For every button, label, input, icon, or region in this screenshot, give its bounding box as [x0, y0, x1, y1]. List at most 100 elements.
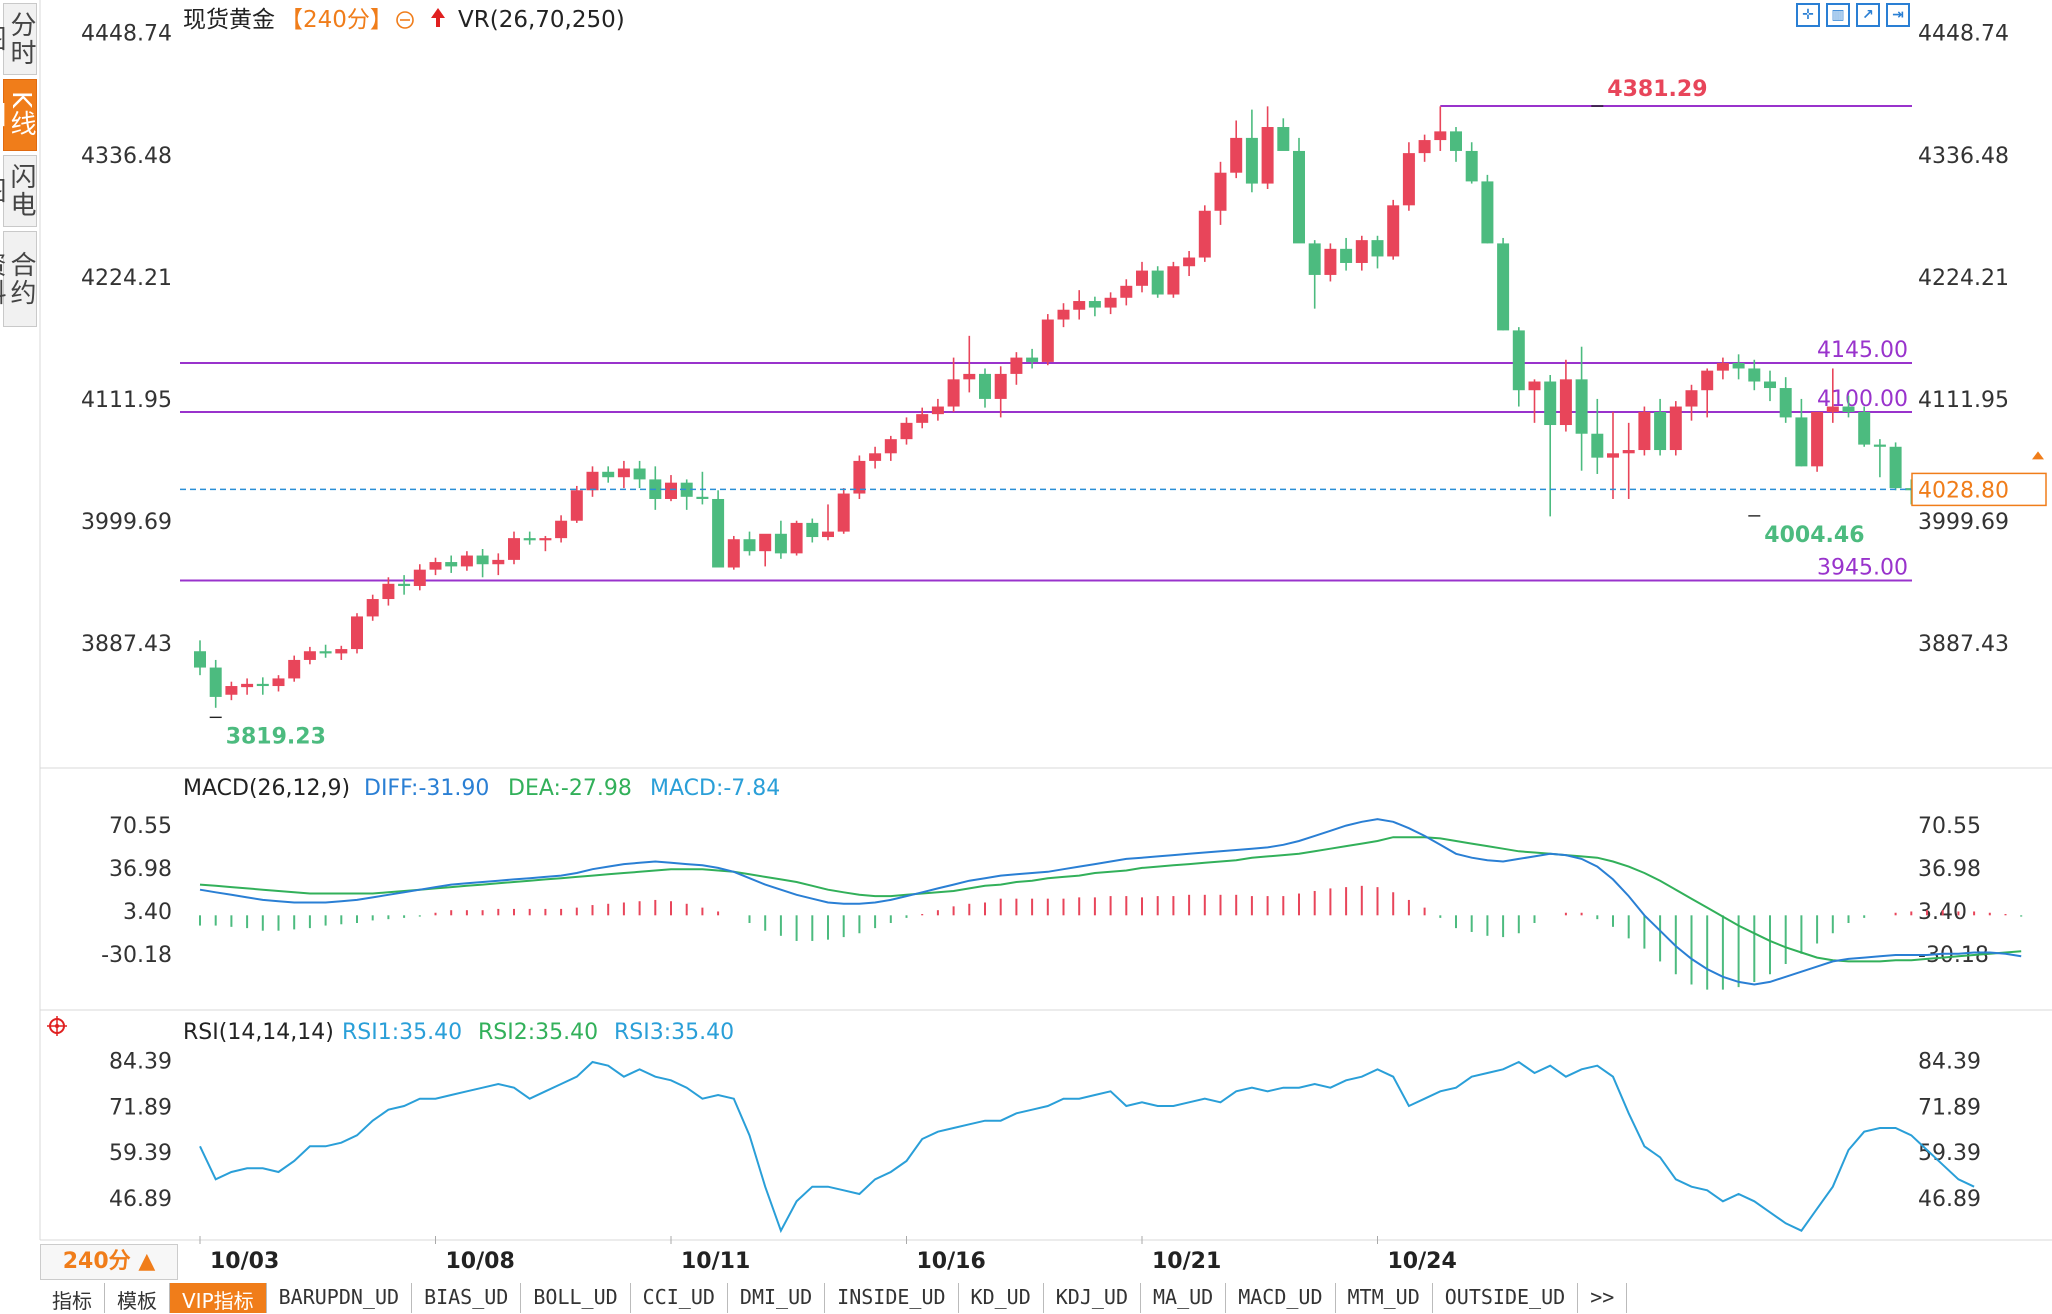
candle-body	[994, 373, 1007, 399]
candle-body	[429, 562, 442, 570]
price-axis-right-tick: 4111.95	[1918, 388, 2009, 413]
candle-body	[1748, 368, 1761, 382]
macd-diff-label: DIFF:-31.90	[364, 776, 489, 801]
tab-ma[interactable]: MA_UD	[1141, 1283, 1227, 1313]
macd-value-label: MACD:-7.84	[650, 776, 780, 801]
x-axis-date-label: 10/24	[1388, 1249, 1457, 1274]
macd-dea-line	[199, 836, 2022, 963]
candle-body	[869, 453, 882, 461]
candle-body	[712, 498, 725, 568]
tab-kline[interactable]: K线图	[0, 79, 37, 151]
candle-body	[1795, 417, 1808, 467]
tab-bias[interactable]: BIAS_UD	[412, 1283, 522, 1313]
candle-body	[1120, 285, 1133, 298]
crosshair-icon[interactable]: ✛	[1796, 3, 1820, 27]
candle-body	[1544, 381, 1557, 426]
chart-toolbar: ✛ ▥ ↗ ⇥	[1796, 3, 1910, 27]
candle-body	[492, 559, 505, 565]
rsi-axis-left-tick: 59.39	[109, 1141, 172, 1166]
candle-body	[963, 373, 976, 380]
candle-body	[1779, 388, 1792, 418]
tab-flash[interactable]: 闪电图	[0, 155, 37, 227]
candle-body	[1858, 411, 1871, 445]
extreme-label: 3819.23	[226, 724, 326, 749]
tab-more[interactable]: >>	[1578, 1283, 1628, 1313]
candle-body	[1418, 140, 1431, 154]
add-indicator-icon[interactable]	[396, 11, 414, 29]
candle-body	[351, 616, 363, 650]
candle-body	[445, 562, 458, 567]
rsi-line	[199, 1060, 1975, 1234]
period-button[interactable]: 240分 ▲	[40, 1244, 178, 1280]
rsi-axis-left-tick: 46.89	[109, 1187, 172, 1212]
candle-body	[1245, 137, 1258, 184]
candle-body	[1277, 127, 1290, 151]
tab-kdj[interactable]: KDJ_UD	[1044, 1283, 1141, 1313]
candle-body	[665, 482, 677, 499]
candle-body	[288, 659, 301, 679]
tab-outside[interactable]: OUTSIDE_UD	[1433, 1283, 1579, 1313]
rsi2-label: RSI2:35.40	[478, 1020, 598, 1045]
settings-gear-icon[interactable]	[47, 1016, 67, 1036]
level-label: 4145.00	[1817, 338, 1908, 363]
candle-body	[1104, 297, 1117, 308]
candle-body	[1136, 270, 1148, 286]
tab-boll[interactable]: BOLL_UD	[521, 1283, 631, 1313]
candle-body	[602, 471, 615, 478]
candle-body	[633, 468, 646, 480]
level-label: 3945.00	[1817, 556, 1908, 581]
price-axis-right-tick: 3999.69	[1918, 510, 2009, 535]
candle-body	[1732, 363, 1745, 369]
candle-body	[1873, 444, 1886, 447]
candle-body	[1371, 240, 1384, 257]
expand-icon[interactable]: ⇥	[1886, 3, 1910, 27]
tab-inside[interactable]: INSIDE_UD	[825, 1283, 959, 1313]
candle-body	[225, 686, 238, 695]
candle-body	[979, 373, 991, 399]
tab-mtm[interactable]: MTM_UD	[1336, 1283, 1433, 1313]
candle-body	[1669, 406, 1682, 451]
x-axis-date-label: 10/03	[210, 1249, 279, 1274]
candle-body	[1151, 270, 1164, 295]
price-axis-left-tick: 4336.48	[81, 144, 172, 169]
symbol-title: 现货黄金	[183, 7, 275, 33]
tab-cci[interactable]: CCI_UD	[631, 1283, 728, 1313]
macd-dea-label: DEA:-27.98	[508, 776, 632, 801]
rsi-axis-right-tick: 59.39	[1918, 1141, 1981, 1166]
candle-body	[523, 538, 536, 541]
candle-body	[759, 533, 772, 552]
candle-body	[1481, 181, 1494, 244]
candle-body	[947, 379, 960, 407]
tab-vip-indicator[interactable]: VIP指标	[170, 1283, 267, 1313]
candle-body	[1434, 131, 1447, 141]
tab-contract-info[interactable]: 合约资料	[0, 231, 37, 327]
indicator-tab-bar: 指标 模板 VIP指标 BARUPDN_UD BIAS_UD BOLL_UD C…	[40, 1283, 2052, 1313]
candle-body	[1826, 406, 1839, 412]
arrow-icon[interactable]: ↗	[1856, 3, 1880, 27]
candle-body	[1764, 381, 1776, 389]
period-label: 【240分】	[280, 7, 393, 33]
candle-body	[853, 460, 866, 494]
rsi-axis-left-tick: 84.39	[109, 1050, 172, 1075]
candle-body	[1041, 319, 1054, 362]
macd-diff-line	[199, 818, 2022, 986]
candle-body	[476, 555, 489, 565]
tab-dmi[interactable]: DMI_UD	[728, 1283, 826, 1313]
current-price-label: 4028.80	[1918, 478, 2009, 503]
candle-body	[1512, 330, 1525, 391]
tab-barupdn[interactable]: BARUPDN_UD	[267, 1283, 413, 1313]
price-axis-left-tick: 3887.43	[81, 632, 172, 657]
candle-body	[1607, 453, 1619, 458]
tab-indicator[interactable]: 指标	[40, 1283, 105, 1313]
candle-body	[1010, 357, 1023, 374]
tab-template[interactable]: 模板	[105, 1283, 170, 1313]
candle-body	[1528, 381, 1541, 391]
split-icon[interactable]: ▥	[1826, 3, 1850, 27]
tab-macd[interactable]: MACD_UD	[1226, 1283, 1336, 1313]
candle-body	[1811, 411, 1824, 467]
tab-time-sharing[interactable]: 分时图	[0, 3, 37, 75]
candle-body	[1057, 309, 1070, 320]
candle-body	[1465, 150, 1478, 182]
tab-kd[interactable]: KD_UD	[959, 1283, 1044, 1313]
